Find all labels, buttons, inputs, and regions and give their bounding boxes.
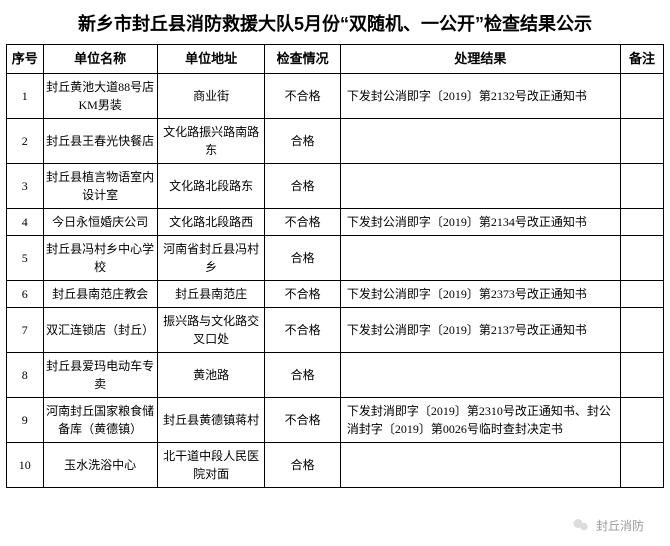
cell-index: 10 bbox=[7, 442, 44, 487]
table-row: 3封丘县植言物语室内设计室文化路北段路东合格 bbox=[7, 163, 664, 208]
inspection-table: 序号 单位名称 单位地址 检查情况 处理结果 备注 1封丘黄池大道88号店KM男… bbox=[6, 44, 664, 488]
cell-index: 8 bbox=[7, 352, 44, 397]
cell-result: 下发封消即字〔2019〕第2310号改正通知书、封公消封字〔2019〕第0026… bbox=[340, 397, 620, 442]
cell-result: 下发封公消即字〔2019〕第2137号改正通知书 bbox=[340, 307, 620, 352]
cell-addr: 北干道中段人民医院对面 bbox=[157, 442, 265, 487]
table-row: 6封丘县南范庄教会封丘县南范庄不合格下发封公消即字〔2019〕第2373号改正通… bbox=[7, 280, 664, 307]
cell-note bbox=[620, 235, 663, 280]
cell-status: 合格 bbox=[265, 235, 340, 280]
cell-addr: 封丘县南范庄 bbox=[157, 280, 265, 307]
cell-note bbox=[620, 163, 663, 208]
cell-name: 封丘县王春光快餐店 bbox=[43, 118, 157, 163]
cell-result bbox=[340, 352, 620, 397]
table-row: 9河南封丘国家粮食储备库（黄德镇）封丘县黄德镇蒋村不合格下发封消即字〔2019〕… bbox=[7, 397, 664, 442]
cell-status: 合格 bbox=[265, 352, 340, 397]
table-header-row: 序号 单位名称 单位地址 检查情况 处理结果 备注 bbox=[7, 45, 664, 74]
table-row: 5封丘县冯村乡中心学校河南省封丘县冯村乡合格 bbox=[7, 235, 664, 280]
table-row: 1封丘黄池大道88号店KM男装商业街不合格下发封公消即字〔2019〕第2132号… bbox=[7, 73, 664, 118]
cell-status: 合格 bbox=[265, 163, 340, 208]
cell-name: 封丘黄池大道88号店KM男装 bbox=[43, 73, 157, 118]
cell-index: 2 bbox=[7, 118, 44, 163]
cell-index: 9 bbox=[7, 397, 44, 442]
cell-name: 今日永恒婚庆公司 bbox=[43, 208, 157, 235]
cell-index: 1 bbox=[7, 73, 44, 118]
cell-note bbox=[620, 280, 663, 307]
cell-addr: 文化路北段路东 bbox=[157, 163, 265, 208]
cell-note bbox=[620, 307, 663, 352]
cell-note bbox=[620, 208, 663, 235]
cell-note bbox=[620, 73, 663, 118]
cell-status: 不合格 bbox=[265, 208, 340, 235]
col-note: 备注 bbox=[620, 45, 663, 74]
cell-result: 下发封公消即字〔2019〕第2132号改正通知书 bbox=[340, 73, 620, 118]
col-name: 单位名称 bbox=[43, 45, 157, 74]
cell-name: 封丘县南范庄教会 bbox=[43, 280, 157, 307]
table-row: 2封丘县王春光快餐店文化路振兴路南路东合格 bbox=[7, 118, 664, 163]
cell-status: 不合格 bbox=[265, 307, 340, 352]
col-addr: 单位地址 bbox=[157, 45, 265, 74]
cell-note bbox=[620, 442, 663, 487]
cell-addr: 封丘县黄德镇蒋村 bbox=[157, 397, 265, 442]
cell-index: 6 bbox=[7, 280, 44, 307]
cell-result bbox=[340, 118, 620, 163]
cell-name: 封丘县爱玛电动车专卖 bbox=[43, 352, 157, 397]
col-status: 检查情况 bbox=[265, 45, 340, 74]
cell-addr: 商业街 bbox=[157, 73, 265, 118]
cell-name: 玉水洗浴中心 bbox=[43, 442, 157, 487]
page-title: 新乡市封丘县消防救援大队5月份“双随机、一公开”检查结果公示 bbox=[6, 10, 664, 36]
cell-index: 4 bbox=[7, 208, 44, 235]
cell-status: 不合格 bbox=[265, 73, 340, 118]
cell-result bbox=[340, 235, 620, 280]
table-row: 7双汇连锁店（封丘）振兴路与文化路交叉口处不合格下发封公消即字〔2019〕第21… bbox=[7, 307, 664, 352]
cell-result: 下发封公消即字〔2019〕第2373号改正通知书 bbox=[340, 280, 620, 307]
table-row: 10玉水洗浴中心北干道中段人民医院对面合格 bbox=[7, 442, 664, 487]
cell-index: 5 bbox=[7, 235, 44, 280]
cell-status: 不合格 bbox=[265, 280, 340, 307]
cell-name: 封丘县植言物语室内设计室 bbox=[43, 163, 157, 208]
table-row: 4今日永恒婚庆公司文化路北段路西不合格下发封公消即字〔2019〕第2134号改正… bbox=[7, 208, 664, 235]
cell-name: 封丘县冯村乡中心学校 bbox=[43, 235, 157, 280]
cell-index: 7 bbox=[7, 307, 44, 352]
cell-status: 不合格 bbox=[265, 397, 340, 442]
wechat-icon bbox=[572, 516, 590, 534]
cell-note bbox=[620, 118, 663, 163]
cell-note bbox=[620, 397, 663, 442]
watermark: 封丘消防 bbox=[572, 516, 644, 534]
col-index: 序号 bbox=[7, 45, 44, 74]
table-row: 8封丘县爱玛电动车专卖黄池路合格 bbox=[7, 352, 664, 397]
cell-note bbox=[620, 352, 663, 397]
cell-addr: 振兴路与文化路交叉口处 bbox=[157, 307, 265, 352]
col-result: 处理结果 bbox=[340, 45, 620, 74]
cell-index: 3 bbox=[7, 163, 44, 208]
cell-addr: 河南省封丘县冯村乡 bbox=[157, 235, 265, 280]
cell-addr: 黄池路 bbox=[157, 352, 265, 397]
watermark-text: 封丘消防 bbox=[596, 517, 644, 534]
cell-status: 合格 bbox=[265, 118, 340, 163]
cell-status: 合格 bbox=[265, 442, 340, 487]
cell-addr: 文化路振兴路南路东 bbox=[157, 118, 265, 163]
cell-result: 下发封公消即字〔2019〕第2134号改正通知书 bbox=[340, 208, 620, 235]
cell-result bbox=[340, 163, 620, 208]
cell-name: 双汇连锁店（封丘） bbox=[43, 307, 157, 352]
cell-result bbox=[340, 442, 620, 487]
cell-name: 河南封丘国家粮食储备库（黄德镇） bbox=[43, 397, 157, 442]
cell-addr: 文化路北段路西 bbox=[157, 208, 265, 235]
